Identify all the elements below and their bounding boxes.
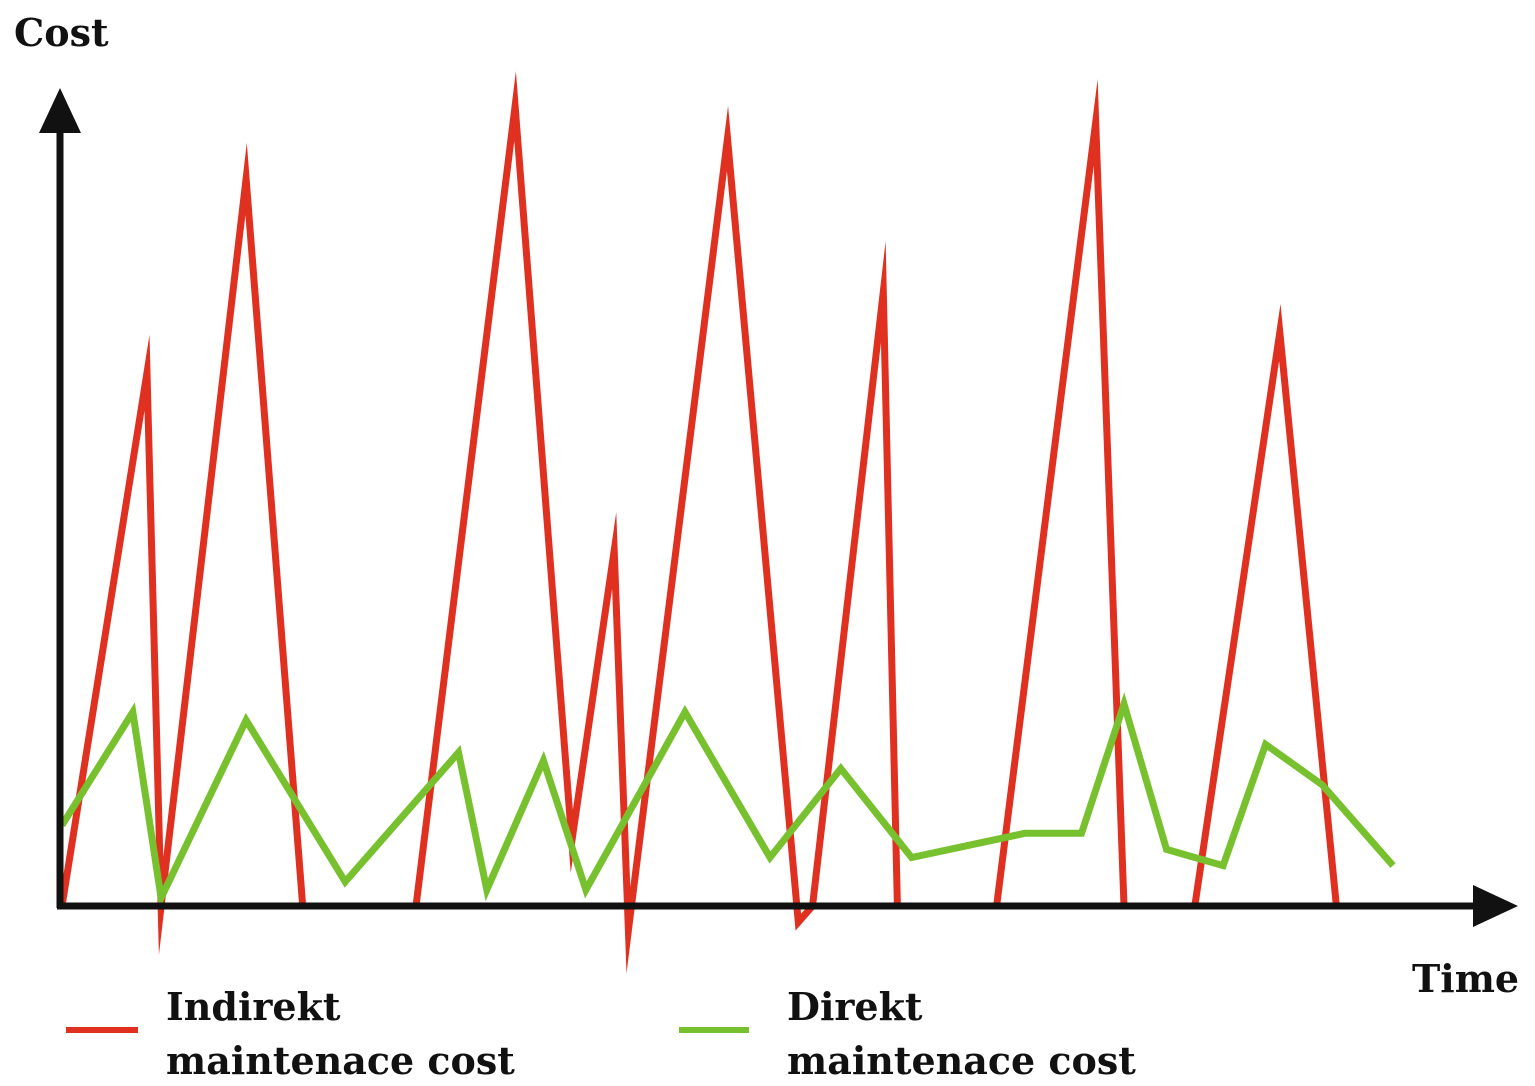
series-layer — [58, 71, 1396, 974]
legend-label-indirekt-line2: maintenace cost — [166, 1038, 515, 1083]
legend-item-indirekt: Indirekt maintenace cost — [66, 984, 515, 1083]
legend-item-direkt: Direkt maintenace cost — [679, 984, 1136, 1083]
legend-label-direkt-line2: maintenace cost — [787, 1038, 1136, 1083]
legend-label-indirekt-line1: Indirekt — [166, 984, 341, 1029]
x-axis-title: Time — [1412, 956, 1519, 1001]
legend: Indirekt maintenace cost Direkt maintena… — [66, 984, 1136, 1083]
y-axis-arrow — [39, 88, 81, 133]
series-line-direkt — [59, 692, 1396, 910]
y-axis-title: Cost — [14, 10, 109, 55]
x-axis-arrow — [1473, 885, 1518, 927]
legend-label-direkt-line1: Direkt — [787, 984, 923, 1029]
